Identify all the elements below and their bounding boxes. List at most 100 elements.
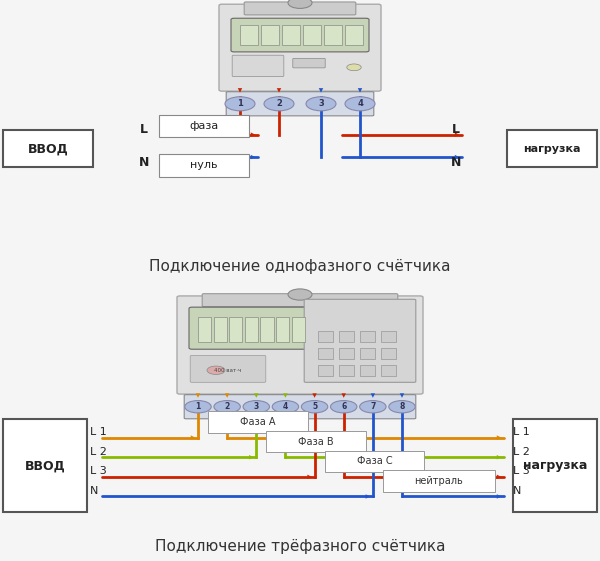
- FancyBboxPatch shape: [266, 431, 366, 452]
- Text: L 2: L 2: [513, 447, 530, 457]
- Text: ВВОД: ВВОД: [25, 459, 65, 472]
- Circle shape: [359, 401, 386, 413]
- Text: 1: 1: [237, 99, 243, 108]
- Circle shape: [185, 401, 211, 413]
- FancyBboxPatch shape: [208, 412, 308, 433]
- Text: Фаза А: Фаза А: [240, 417, 276, 427]
- FancyBboxPatch shape: [304, 299, 416, 383]
- Bar: [339, 348, 354, 359]
- Text: 7: 7: [370, 402, 376, 411]
- Bar: [245, 317, 258, 342]
- Circle shape: [264, 96, 294, 111]
- Text: 8: 8: [400, 402, 404, 411]
- Text: L 3: L 3: [513, 466, 530, 476]
- Bar: [345, 25, 363, 45]
- FancyBboxPatch shape: [190, 356, 266, 383]
- Text: 2: 2: [276, 99, 282, 108]
- Bar: [318, 348, 333, 359]
- Text: 6: 6: [341, 402, 346, 411]
- FancyBboxPatch shape: [219, 4, 381, 91]
- FancyBboxPatch shape: [189, 307, 315, 349]
- Circle shape: [214, 401, 241, 413]
- Text: нагрузка: нагрузка: [523, 144, 581, 154]
- Circle shape: [243, 401, 269, 413]
- Text: ВВОД: ВВОД: [28, 142, 68, 155]
- Bar: [292, 317, 305, 342]
- Bar: [339, 365, 354, 376]
- Bar: [260, 317, 274, 342]
- FancyBboxPatch shape: [244, 2, 356, 15]
- Text: L 1: L 1: [513, 427, 530, 437]
- Bar: [240, 25, 258, 45]
- Circle shape: [288, 0, 312, 8]
- Bar: [381, 331, 396, 342]
- Bar: [381, 365, 396, 376]
- Text: L 3: L 3: [90, 466, 107, 476]
- Circle shape: [207, 366, 225, 375]
- Bar: [229, 317, 242, 342]
- Text: 400 ват·ч: 400 ват·ч: [214, 368, 242, 373]
- Text: L: L: [452, 122, 460, 136]
- Text: N: N: [90, 486, 98, 496]
- FancyBboxPatch shape: [232, 56, 284, 77]
- Bar: [360, 365, 375, 376]
- Circle shape: [389, 401, 415, 413]
- Bar: [318, 331, 333, 342]
- Bar: [360, 331, 375, 342]
- Bar: [381, 348, 396, 359]
- Text: N: N: [139, 156, 149, 169]
- Text: 2: 2: [224, 402, 230, 411]
- Bar: [360, 348, 375, 359]
- FancyBboxPatch shape: [184, 395, 416, 419]
- Text: 4: 4: [357, 99, 363, 108]
- Bar: [318, 365, 333, 376]
- FancyBboxPatch shape: [226, 92, 374, 116]
- Text: 3: 3: [318, 99, 324, 108]
- FancyBboxPatch shape: [202, 294, 398, 306]
- Circle shape: [301, 401, 328, 413]
- FancyBboxPatch shape: [159, 154, 249, 177]
- Circle shape: [345, 96, 375, 111]
- FancyBboxPatch shape: [513, 420, 597, 512]
- Circle shape: [306, 96, 336, 111]
- Circle shape: [331, 401, 357, 413]
- Bar: [198, 317, 211, 342]
- Text: Фаза В: Фаза В: [298, 437, 334, 447]
- FancyBboxPatch shape: [3, 131, 93, 167]
- Text: Подключение однофазного счётчика: Подключение однофазного счётчика: [149, 259, 451, 274]
- Text: 4: 4: [283, 402, 288, 411]
- Circle shape: [288, 289, 312, 300]
- Text: 1: 1: [196, 402, 200, 411]
- Text: Подключение трёфазного счётчика: Подключение трёфазного счётчика: [155, 540, 445, 554]
- FancyBboxPatch shape: [325, 451, 424, 472]
- FancyBboxPatch shape: [507, 131, 597, 167]
- FancyBboxPatch shape: [231, 18, 369, 52]
- FancyBboxPatch shape: [293, 58, 325, 68]
- Bar: [303, 25, 321, 45]
- FancyBboxPatch shape: [383, 470, 494, 491]
- Text: N: N: [513, 486, 521, 496]
- Bar: [339, 331, 354, 342]
- Text: 3: 3: [254, 402, 259, 411]
- Text: N: N: [451, 156, 461, 169]
- Bar: [214, 317, 227, 342]
- Text: нагрузка: нагрузка: [523, 459, 587, 472]
- Bar: [282, 25, 300, 45]
- Text: Фаза С: Фаза С: [357, 457, 392, 466]
- Circle shape: [225, 96, 255, 111]
- Text: L 1: L 1: [90, 427, 107, 437]
- Bar: [276, 317, 289, 342]
- FancyBboxPatch shape: [177, 296, 423, 394]
- Text: нейтраль: нейтраль: [415, 476, 463, 486]
- Circle shape: [347, 64, 361, 71]
- FancyBboxPatch shape: [159, 115, 249, 137]
- FancyBboxPatch shape: [3, 420, 87, 512]
- Text: нуль: нуль: [190, 160, 218, 171]
- Text: фаза: фаза: [190, 121, 218, 131]
- Bar: [261, 25, 279, 45]
- Text: L: L: [140, 122, 148, 136]
- Bar: [324, 25, 342, 45]
- Text: 5: 5: [312, 402, 317, 411]
- Text: L 2: L 2: [90, 447, 107, 457]
- Circle shape: [272, 401, 299, 413]
